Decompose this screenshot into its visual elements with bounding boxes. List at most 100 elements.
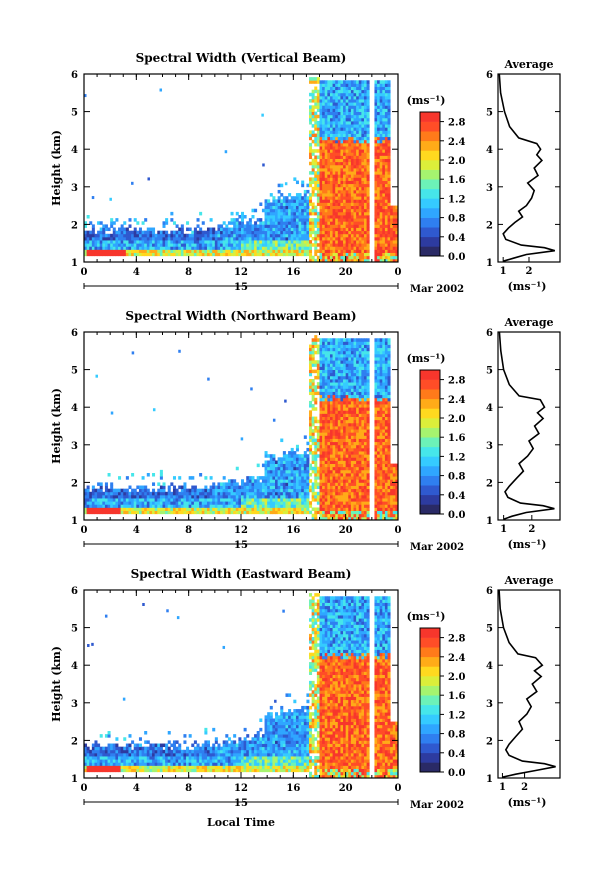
heatmap-cell [363,498,367,502]
heatmap-cell [356,488,360,493]
heatmap-cell [377,199,381,203]
heatmap-cell [248,507,252,511]
heatmap-cell [384,102,388,106]
heatmap-cell [345,476,349,480]
heatmap-cell [314,460,318,464]
heatmap-cell [141,240,145,244]
heatmap-cell [115,510,119,515]
heatmap-cell [361,460,365,464]
heatmap-cell [335,83,339,87]
heatmap-cell [175,491,179,496]
heatmap-cell [337,186,341,191]
heatmap-cell [267,230,271,235]
heatmap-cell [356,413,360,417]
heatmap-cell [272,240,276,244]
heatmap-cell [288,491,292,496]
heatmap-cell [361,205,365,210]
heatmap-cell [377,233,381,238]
colorbar: (ms⁻¹)0.00.40.81.21.62.02.42.8 [407,94,466,263]
heatmap-cell [311,99,315,103]
heatmap-cell [387,252,391,257]
heatmap-cell [248,230,252,235]
heatmap-cell [301,460,305,464]
heatmap-cell [309,152,313,156]
heatmap-cell [272,482,276,486]
heatmap-cell [290,476,294,480]
heatmap-cell [348,438,352,443]
heatmap-cell [382,177,386,181]
heatmap-cell [264,243,268,247]
heatmap-cell [363,451,367,455]
heatmap-cell [340,240,344,244]
heatmap-cell [361,146,365,150]
heatmap-cell [290,494,294,499]
heatmap-cell [361,510,365,515]
heatmap-cell [324,357,328,361]
heatmap-cell [353,469,357,474]
heatmap-cell [293,498,297,502]
heatmap-cell [209,236,213,241]
heatmap-cell [241,211,245,216]
heatmap-cell [225,236,229,241]
heatmap-cell [361,243,365,247]
heatmap-cell [123,494,127,499]
heatmap-cell [348,338,352,342]
heatmap-cell [125,230,129,235]
heatmap-cell [377,252,381,257]
heatmap-cell [191,249,195,253]
heatmap-cell [138,236,142,241]
heatmap-cell [348,114,352,119]
heatmap-cell [316,498,320,502]
heatmap-cell [97,488,101,493]
heatmap-cell [316,105,320,109]
heatmap-cell [241,243,245,247]
heatmap-cell [379,177,383,181]
heatmap-cell [382,95,386,100]
heatmap-cell [322,494,326,499]
heatmap-cell [186,233,190,238]
heatmap-cell [316,372,320,377]
heatmap-cell [327,410,331,414]
heatmap-cell [384,177,388,181]
heatmap-cell [348,199,352,203]
heatmap-cell [209,485,213,490]
heatmap-cell [340,397,344,402]
heatmap-cell [311,164,315,169]
heatmap-cell [243,482,247,486]
heatmap-cell [343,136,347,141]
heatmap-cell [361,83,365,87]
heatmap-cell [225,485,229,490]
heatmap-cell [295,485,299,490]
heatmap-cell [246,504,250,508]
y-tick-label: 4 [71,145,78,156]
average-y-tick-label: 4 [486,145,493,156]
colorbar-step [420,140,440,151]
heatmap-cell [319,117,323,122]
heatmap-cell [343,413,347,417]
heatmap-cell [348,404,352,408]
heatmap-cell [348,183,352,188]
heatmap-cell [314,149,318,153]
heatmap-cell [314,469,318,474]
heatmap-cell [115,498,119,502]
heatmap-cell [91,196,95,200]
heatmap-cell [374,158,378,163]
heatmap-cell [288,236,292,241]
heatmap-cell [238,501,242,505]
heatmap-cell [356,400,360,405]
heatmap-cell [277,199,281,203]
heatmap-cell [146,240,150,244]
heatmap-cell [196,491,200,496]
heatmap-cell [131,249,135,253]
heatmap-cell [316,89,320,94]
heatmap-cell [322,379,326,383]
heatmap-cell [329,211,333,216]
heatmap-cell [343,422,347,427]
heatmap-cell [118,227,122,232]
heatmap-cell [350,513,354,518]
heatmap-cell [290,447,294,452]
heatmap-cell [356,108,360,112]
heatmap-cell [314,451,318,455]
heatmap-cell [306,510,310,515]
heatmap-cell [309,404,313,408]
